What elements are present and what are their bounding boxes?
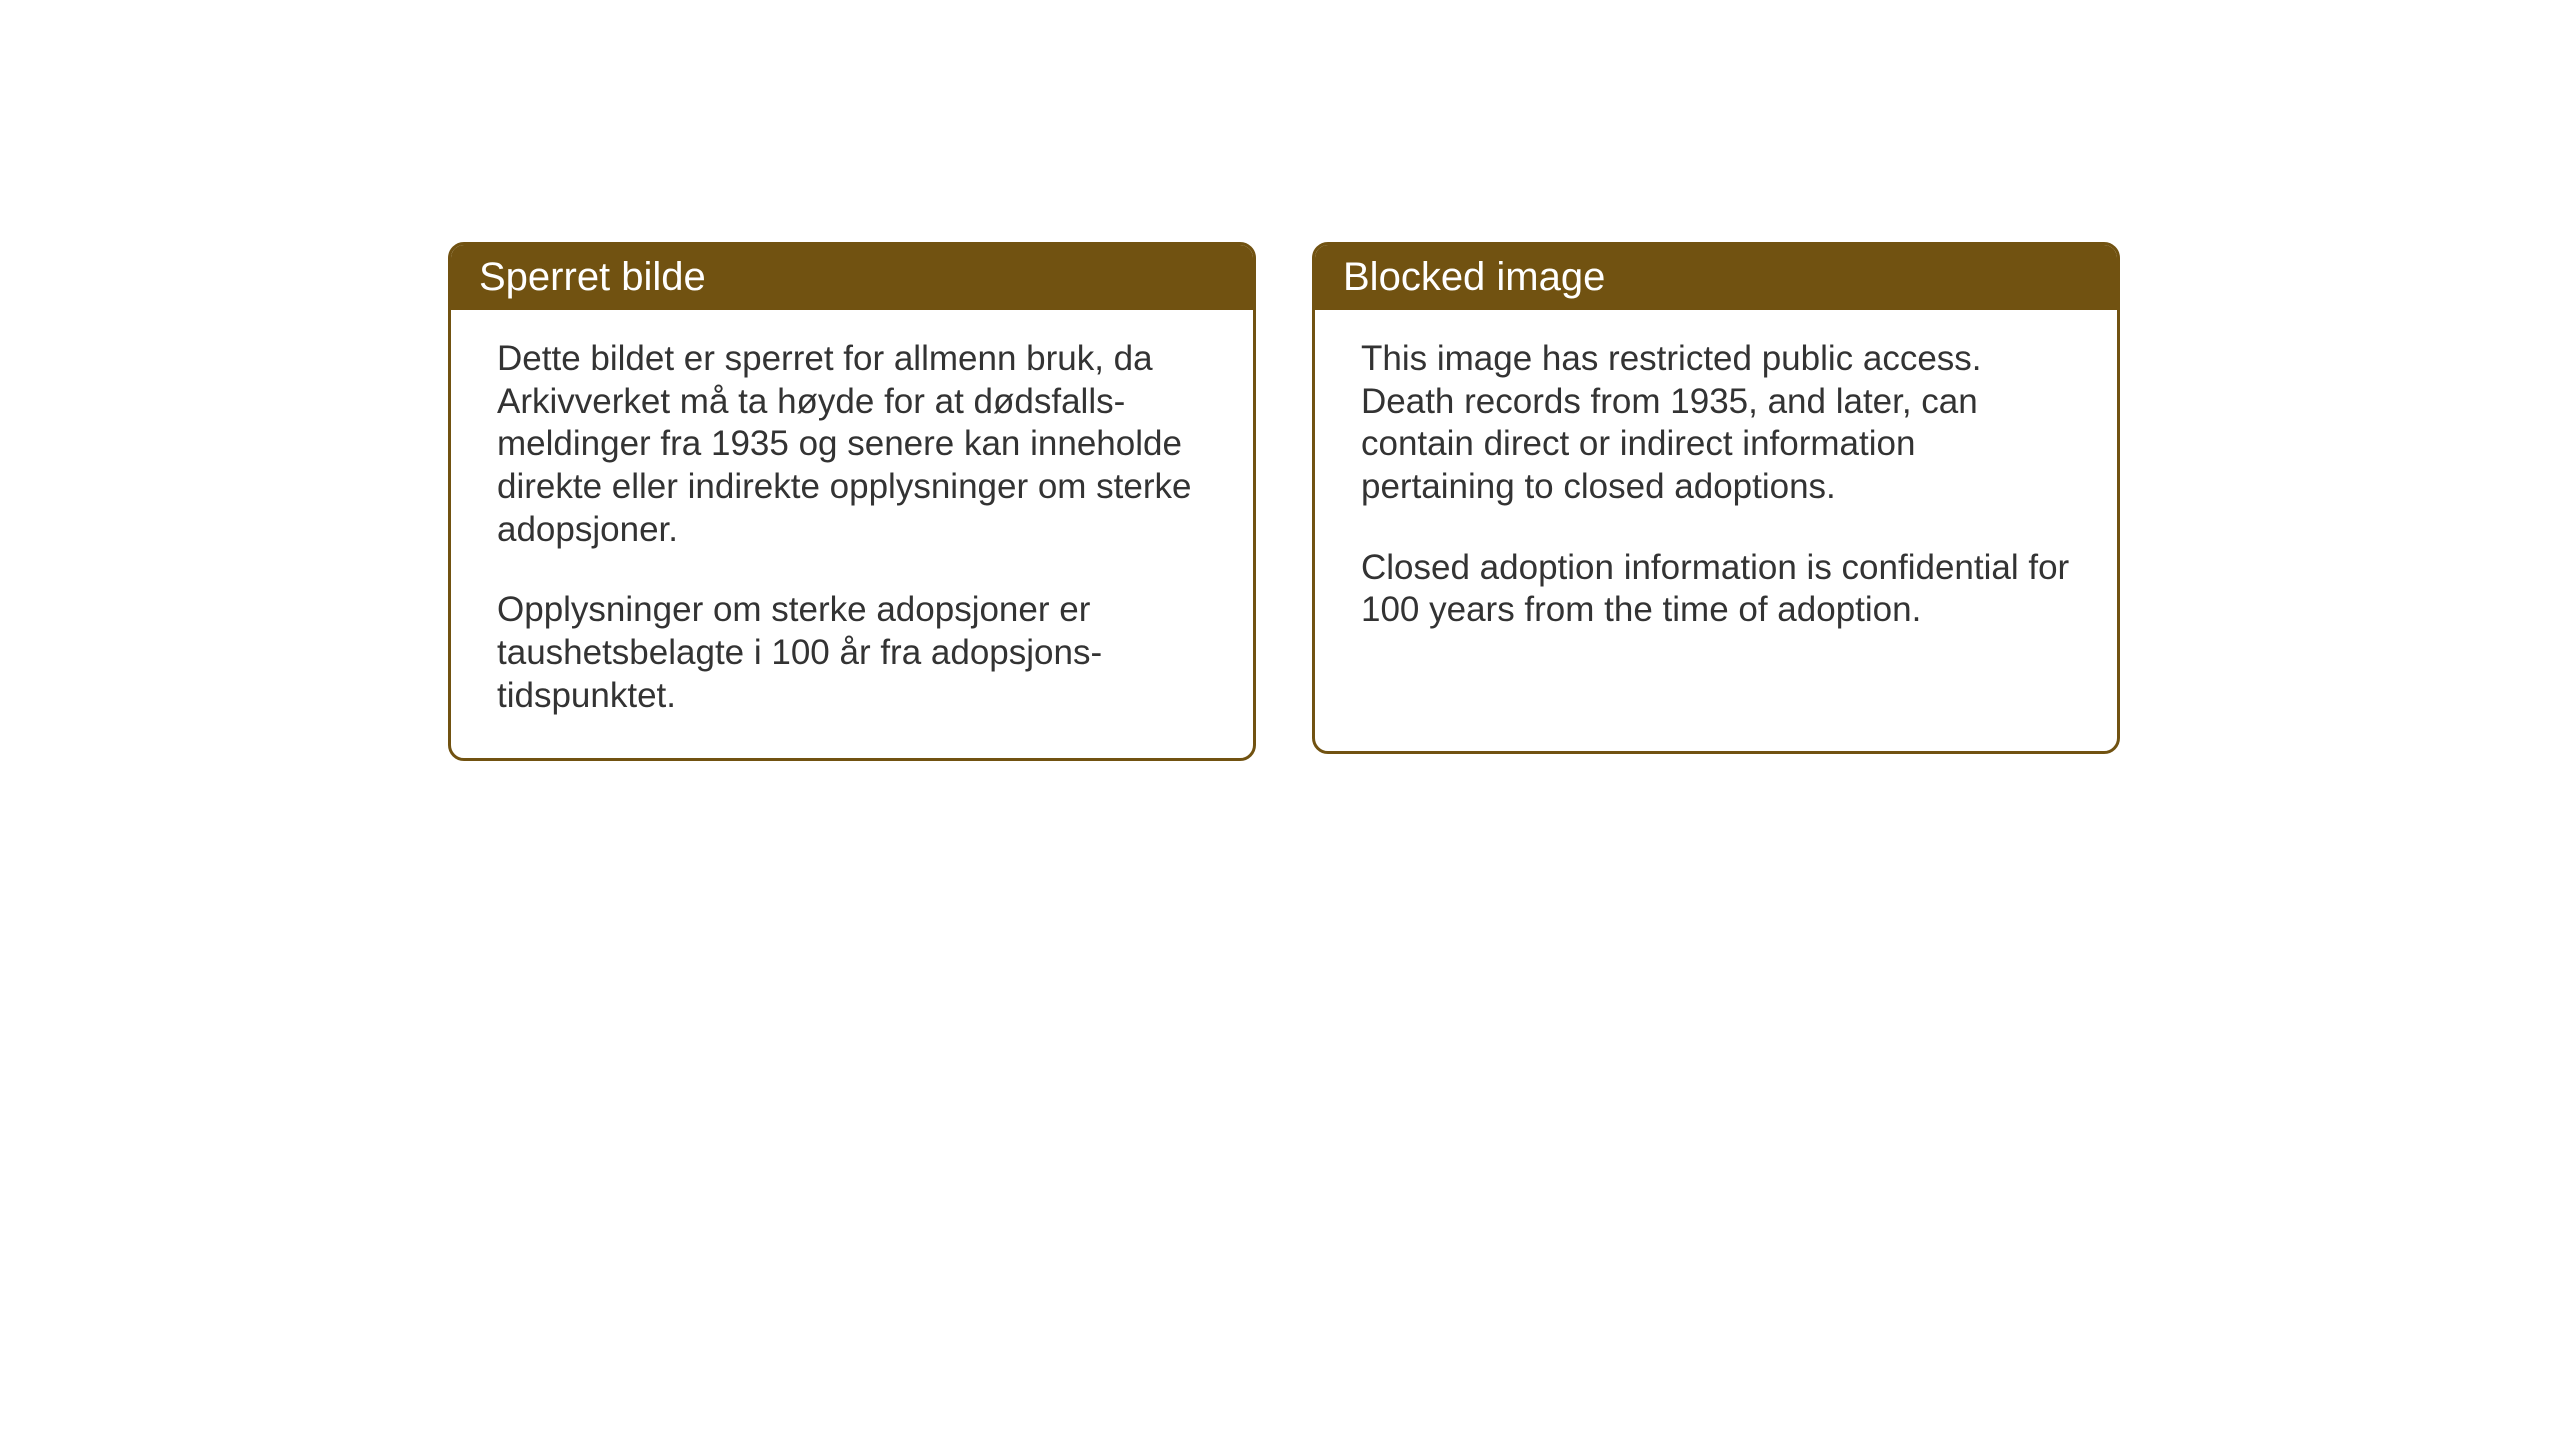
norwegian-card-body: Dette bildet er sperret for allmenn bruk…: [451, 310, 1253, 758]
english-card-title: Blocked image: [1315, 245, 2117, 310]
norwegian-paragraph-2: Opplysninger om sterke adopsjoner er tau…: [497, 589, 1207, 717]
norwegian-card-title: Sperret bilde: [451, 245, 1253, 310]
english-paragraph-1: This image has restricted public access.…: [1361, 338, 2071, 509]
notice-cards-container: Sperret bilde Dette bildet er sperret fo…: [0, 0, 2560, 761]
english-card-body: This image has restricted public access.…: [1315, 310, 2117, 672]
norwegian-notice-card: Sperret bilde Dette bildet er sperret fo…: [448, 242, 1256, 761]
norwegian-paragraph-1: Dette bildet er sperret for allmenn bruk…: [497, 338, 1207, 551]
english-paragraph-2: Closed adoption information is confident…: [1361, 547, 2071, 632]
english-notice-card: Blocked image This image has restricted …: [1312, 242, 2120, 754]
